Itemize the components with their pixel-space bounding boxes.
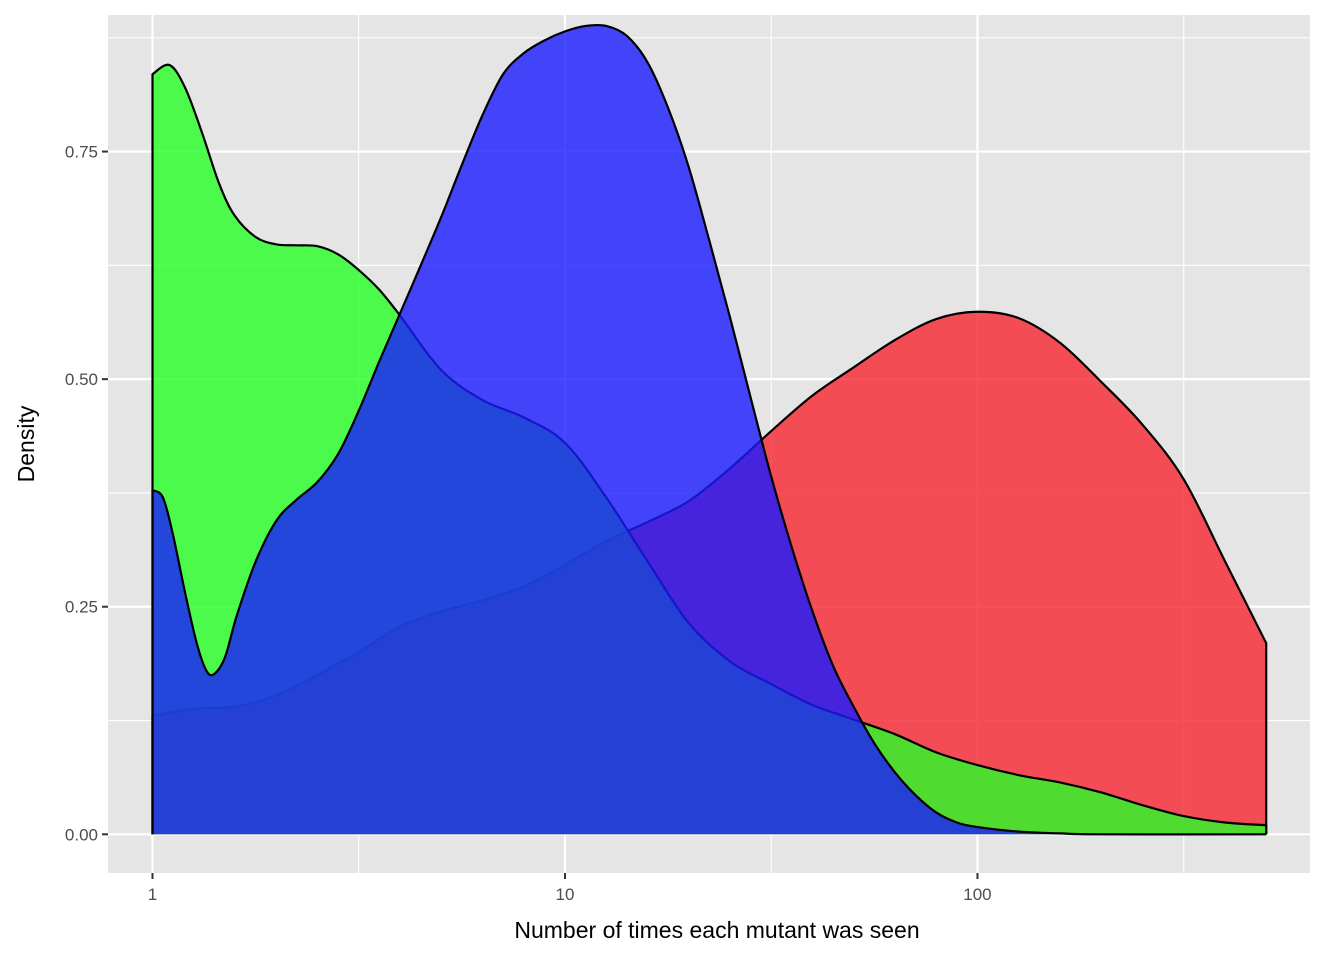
y-axis: 0.00 0.25 0.50 0.75 bbox=[65, 143, 108, 844]
y-tick-label: 0.00 bbox=[65, 825, 98, 844]
x-tick-label: 100 bbox=[963, 885, 991, 904]
y-tick-label: 0.25 bbox=[65, 598, 98, 617]
density-areas bbox=[151, 23, 1268, 836]
density-outline-3 bbox=[151, 23, 1267, 836]
y-tick-label: 0.75 bbox=[65, 143, 98, 162]
x-tick-label: 10 bbox=[556, 885, 575, 904]
y-axis-title: Density bbox=[13, 405, 39, 482]
x-axis-title: Number of times each mutant was seen bbox=[514, 917, 919, 943]
x-tick-label: 1 bbox=[148, 885, 157, 904]
x-axis: 1 10 100 bbox=[148, 873, 992, 904]
y-tick-label: 0.50 bbox=[65, 370, 98, 389]
density-area-3 bbox=[152, 24, 1267, 835]
